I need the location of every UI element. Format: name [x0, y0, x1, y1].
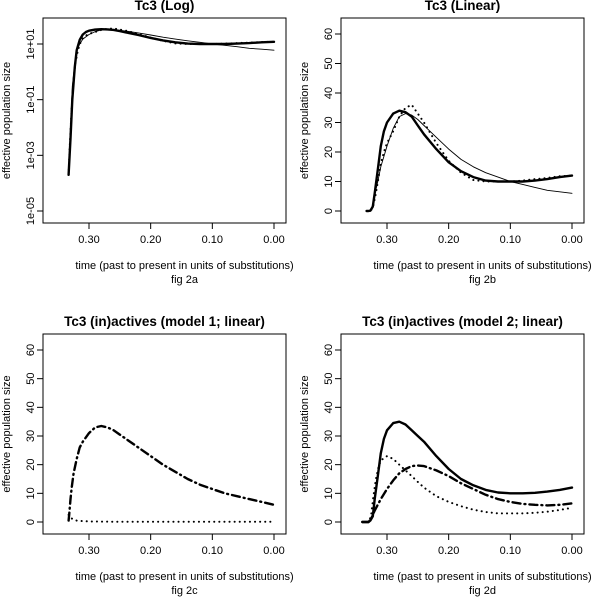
- series-line-dashdot-thick: [361, 464, 574, 524]
- x-tick-label: 0.20: [438, 545, 459, 557]
- x-axis-label: time (past to present in units of substi…: [75, 571, 293, 583]
- x-tick-label: 0.00: [561, 234, 582, 246]
- x-tick-label: 0.10: [202, 545, 223, 557]
- series-line-dotted: [361, 455, 573, 523]
- y-tick-label: 1e+01: [25, 29, 37, 60]
- panel-4: Tc3 (in)actives (model 2; linear) effecti…: [299, 314, 592, 597]
- series-line-solid-thin: [68, 29, 275, 176]
- series-line-solid-thick: [361, 420, 574, 524]
- x-tick-label: 0.00: [263, 234, 284, 246]
- y-tick-label: 60: [323, 344, 335, 356]
- y-tick-label: 30: [323, 116, 335, 128]
- y-tick-label: 60: [25, 344, 37, 356]
- plot-frame: [340, 333, 585, 535]
- x-tick-label: 0.20: [140, 234, 161, 246]
- series-line-solid-thin: [366, 113, 573, 212]
- panel-2: Tc3 (Linear) effective population size tim…: [299, 0, 592, 286]
- x-tick-label: 0.30: [78, 234, 99, 246]
- chart-title: Tc3 (Log): [135, 0, 195, 13]
- y-tick-label: 60: [323, 28, 335, 40]
- panel-1: Tc3 (Log) effective population size time (…: [1, 0, 294, 286]
- y-tick-label: 20: [323, 146, 335, 158]
- x-tick-label: 0.10: [500, 545, 521, 557]
- y-tick-label: 40: [323, 87, 335, 99]
- y-tick-label: 50: [323, 57, 335, 69]
- y-tick-label: 30: [323, 430, 335, 442]
- series-line-dashdot-thick: [67, 424, 276, 522]
- x-axis-label: time (past to present in units of substi…: [373, 571, 591, 583]
- plot-frame: [340, 17, 585, 224]
- plot-frame: [42, 333, 287, 535]
- plot-frame: [42, 17, 287, 224]
- x-tick-label: 0.30: [78, 545, 99, 557]
- y-tick-label: 30: [25, 430, 37, 442]
- series-line-dotted: [67, 513, 275, 523]
- y-tick-label: 50: [25, 373, 37, 385]
- x-tick-label: 0.30: [376, 545, 397, 557]
- chart-title: Tc3 (in)actives (model 2; linear): [362, 314, 563, 329]
- figure-caption: fig 2d: [469, 585, 496, 597]
- y-tick-label: 50: [323, 373, 335, 385]
- y-tick-label: 20: [25, 459, 37, 471]
- y-tick-label: 40: [323, 401, 335, 413]
- y-tick-label: 10: [25, 487, 37, 499]
- y-axis-label: effective population size: [299, 375, 311, 492]
- x-axis-label: time (past to present in units of substi…: [373, 260, 591, 272]
- series-line-solid-thick: [67, 28, 276, 176]
- figure-caption: fig 2a: [171, 274, 199, 286]
- x-tick-label: 0.20: [438, 234, 459, 246]
- y-axis-label: effective population size: [1, 62, 13, 179]
- y-tick-label: 1e-05: [25, 197, 37, 225]
- figure-caption: fig 2c: [171, 585, 198, 597]
- y-tick-label: 0: [323, 208, 335, 214]
- y-tick-label: 1e-03: [25, 141, 37, 169]
- y-tick-label: 0: [323, 519, 335, 525]
- x-tick-label: 0.10: [202, 234, 223, 246]
- series-line-solid-thick: [365, 109, 574, 213]
- y-axis-label: effective population size: [299, 62, 311, 179]
- x-tick-label: 0.30: [376, 234, 397, 246]
- y-tick-label: 20: [323, 459, 335, 471]
- x-axis-label: time (past to present in units of substi…: [75, 260, 293, 272]
- chart-title: Tc3 (in)actives (model 1; linear): [64, 314, 265, 329]
- y-axis-label: effective population size: [1, 375, 13, 492]
- panel-3: Tc3 (in)actives (model 1; linear) effecti…: [1, 314, 294, 597]
- y-tick-label: 0: [25, 519, 37, 525]
- y-tick-label: 10: [323, 175, 335, 187]
- y-tick-label: 1e-01: [25, 86, 37, 114]
- x-tick-label: 0.10: [500, 234, 521, 246]
- y-tick-label: 10: [323, 487, 335, 499]
- x-tick-label: 0.20: [140, 545, 161, 557]
- y-tick-label: 40: [25, 401, 37, 413]
- series-line-dotted: [365, 103, 573, 212]
- chart-title: Tc3 (Linear): [425, 0, 501, 13]
- x-tick-label: 0.00: [263, 545, 284, 557]
- x-tick-label: 0.00: [561, 545, 582, 557]
- figure-caption: fig 2b: [469, 274, 496, 286]
- series-line-dotted: [67, 27, 275, 176]
